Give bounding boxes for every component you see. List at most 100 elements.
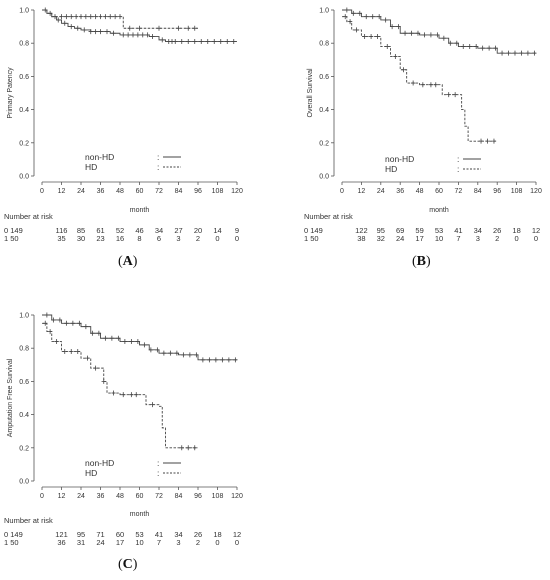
censor-mark	[231, 39, 236, 45]
risk-value: 41	[454, 226, 462, 235]
y-axis-label: Primary Patency	[7, 67, 14, 119]
censor-mark	[396, 24, 401, 30]
series-line-hd	[342, 16, 498, 142]
censor-mark	[88, 29, 93, 35]
x-tick-label: 12	[58, 493, 66, 500]
censor-mark	[343, 14, 348, 20]
x-axis-label: month	[130, 207, 150, 214]
censor-mark	[207, 357, 212, 363]
censor-mark	[212, 39, 217, 45]
censor-mark	[129, 339, 134, 345]
risk-value: 116	[56, 226, 68, 235]
censor-mark	[145, 32, 150, 38]
risk-value: 61	[96, 226, 104, 235]
risk-value: 60	[116, 530, 124, 539]
x-tick-label: 120	[530, 188, 542, 195]
x-tick-label: 96	[194, 493, 202, 500]
caption-b: (B)	[412, 254, 431, 269]
x-tick-label: 48	[116, 493, 124, 500]
x-tick-label: 0	[40, 188, 44, 195]
censor-mark	[43, 7, 48, 13]
risk-value: 35	[57, 234, 65, 243]
censor-mark	[150, 34, 155, 40]
censor-mark	[70, 320, 76, 326]
censor-mark	[200, 357, 206, 363]
x-tick-label: 36	[396, 188, 404, 195]
risk-value: 32	[377, 234, 385, 243]
risk-table-title: Number at risk	[304, 212, 353, 221]
panel-c: 0.0 0.2 0.4 0.6 0.8 1.0 Amputation Free Surviv…	[0, 304, 275, 559]
censor-mark	[347, 19, 353, 25]
censor-mark	[491, 138, 497, 144]
censor-mark	[179, 39, 184, 45]
censor-mark	[452, 92, 458, 98]
legend-label: non-HD	[385, 154, 414, 164]
panel-a: 0.0 0.2 0.4 0.6 0.8 1.0 Primary Patency 0 12 24 36…	[0, 0, 275, 255]
censor-mark	[69, 24, 74, 30]
censor-mark	[415, 30, 421, 36]
x-tick-label: 72	[455, 188, 463, 195]
censor-mark	[59, 14, 64, 20]
risk-value: 2	[196, 234, 200, 243]
censor-mark	[90, 330, 95, 336]
censor-mark	[383, 17, 388, 23]
risk-value: 34	[474, 226, 482, 235]
censor-mark	[441, 35, 447, 41]
censor-mark	[393, 53, 398, 59]
risk-row-label: 0 149	[304, 226, 323, 235]
censor-mark	[422, 32, 427, 38]
censor-mark	[137, 25, 142, 31]
risk-value: 26	[194, 530, 202, 539]
censor-mark	[116, 335, 121, 341]
risk-value: 71	[96, 530, 104, 539]
censor-mark	[75, 349, 80, 355]
risk-value: 23	[96, 234, 104, 243]
censor-mark	[161, 350, 167, 356]
caption-c: (C)	[118, 557, 138, 572]
x-tick-label: 96	[194, 188, 202, 195]
censor-mark	[112, 14, 118, 20]
censor-mark	[205, 39, 210, 45]
risk-value: 0	[235, 538, 239, 547]
censor-mark	[428, 32, 434, 38]
censor-mark	[64, 320, 69, 326]
censor-mark	[155, 347, 160, 353]
censor-mark	[108, 14, 113, 20]
censor-mark	[499, 50, 505, 56]
censor-mark	[135, 339, 141, 345]
censor-mark	[385, 44, 390, 50]
censor-mark	[478, 138, 484, 144]
censor-mark	[135, 32, 141, 38]
censor-mark	[130, 32, 136, 38]
y-tick-label: 1.0	[19, 8, 29, 15]
y-tick-label: 0.2	[19, 445, 29, 452]
censor-mark	[519, 50, 524, 56]
risk-value: 18	[213, 530, 221, 539]
risk-row-label: 1 50	[4, 234, 19, 243]
censor-mark	[446, 92, 451, 98]
censor-mark	[187, 352, 193, 358]
censor-mark	[473, 44, 479, 50]
series-line-hd	[42, 322, 198, 449]
censor-mark	[73, 14, 79, 20]
x-tick-label: 108	[212, 188, 224, 195]
censor-mark	[93, 29, 98, 35]
risk-value: 0	[534, 234, 538, 243]
censor-mark	[109, 335, 115, 341]
censor-mark	[121, 32, 126, 38]
risk-value: 121	[55, 530, 68, 539]
y-axis-label: Overall Survival	[307, 68, 314, 117]
x-tick-label: 120	[231, 188, 243, 195]
censor-mark	[96, 330, 102, 336]
y-tick-label: 0.6	[19, 379, 29, 386]
risk-value: 59	[415, 226, 423, 235]
risk-value: 12	[233, 530, 241, 539]
censor-mark	[98, 14, 103, 20]
x-tick-label: 36	[97, 188, 105, 195]
risk-value: 34	[174, 530, 182, 539]
x-axis-label: month	[429, 207, 449, 214]
x-tick-label: 48	[416, 188, 424, 195]
censor-mark	[493, 45, 498, 51]
y-tick-label: 0.6	[19, 74, 29, 81]
